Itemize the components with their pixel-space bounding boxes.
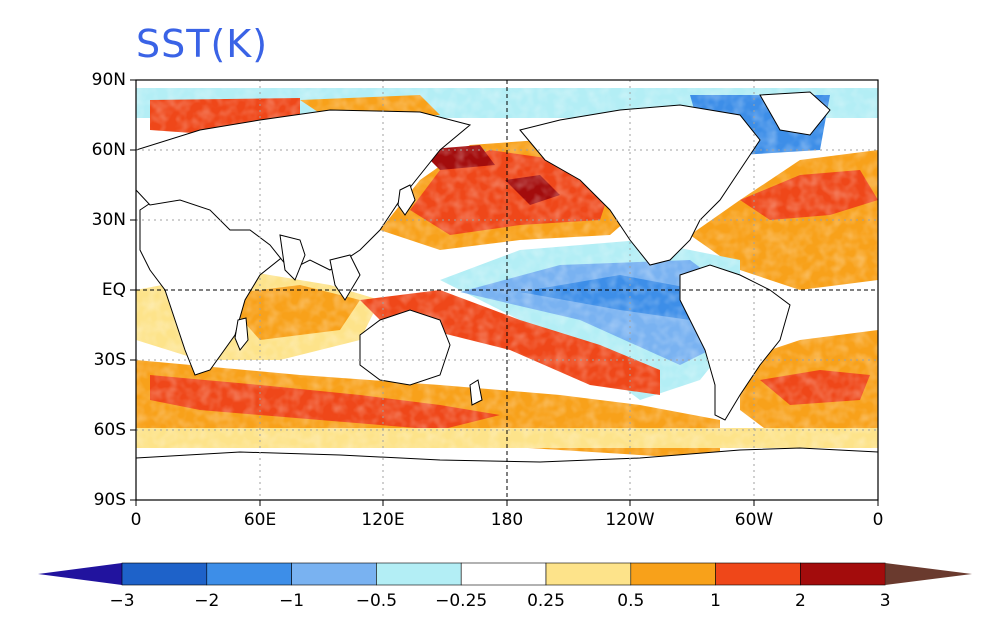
continents: [136, 91, 878, 500]
lon-label-0-left: 0: [130, 510, 142, 530]
lon-label-0-right: 0: [872, 510, 884, 530]
lon-label-120w: 120W: [605, 510, 655, 530]
colorbar: [38, 562, 972, 586]
colorbar-label-1: −2: [194, 591, 220, 611]
colorbar-box-5: [545, 562, 632, 586]
colorbar-label-3: −0.5: [355, 591, 398, 611]
japan-land: [397, 184, 416, 216]
colorbar-box-7: [715, 562, 801, 586]
colorbar-box-3: [376, 562, 462, 586]
colorbar-label-8: 2: [794, 591, 806, 611]
colorbar-label-9: 3: [879, 591, 891, 611]
colorbar-label-2: −1: [279, 591, 305, 611]
southeast-asia-land: [329, 254, 361, 301]
colorbar-right-arrow: [885, 563, 972, 585]
sst-anomaly-field: [136, 80, 878, 500]
colorbar-label-6: 0.5: [617, 591, 645, 611]
india-land: [279, 234, 306, 281]
lat-label-60n: 60N: [91, 140, 126, 160]
lat-label-90n: 90N: [91, 70, 126, 90]
map-title: SST(K): [136, 22, 269, 66]
colorbar-box-8: [800, 562, 886, 586]
lon-label-60w: 60W: [734, 510, 774, 530]
colorbar-box-6: [630, 562, 716, 586]
colorbar-box-0: [121, 562, 208, 586]
colorbar-label-4: −0.25: [435, 591, 488, 611]
colorbar-box-2: [291, 562, 377, 586]
colorbar-label-7: 1: [710, 591, 721, 611]
equator-dateline: [136, 80, 878, 500]
lat-label-90s: 90S: [93, 490, 126, 510]
australia-land: [359, 309, 451, 386]
greenland-land: [759, 91, 831, 136]
colorbar-label-0: −3: [109, 591, 135, 611]
colorbar-box-1: [206, 562, 292, 586]
colorbar-left-arrow: [38, 563, 122, 585]
new-zealand-land: [469, 379, 483, 406]
lat-label-60s: 60S: [93, 420, 126, 440]
lat-label-30s: 30S: [93, 350, 126, 370]
south-america-land: [679, 264, 791, 421]
axis-ticks: [130, 79, 879, 506]
colorbar-box-4: [460, 562, 547, 586]
lat-label-30n: 30N: [91, 210, 126, 230]
lon-label-120e: 120E: [361, 510, 405, 530]
colorbar-label-5: 0.25: [527, 591, 565, 611]
lat-label-eq: EQ: [101, 280, 126, 300]
madagascar-land: [234, 317, 249, 351]
lon-label-60e: 60E: [243, 510, 277, 530]
lon-label-180: 180: [490, 510, 524, 530]
